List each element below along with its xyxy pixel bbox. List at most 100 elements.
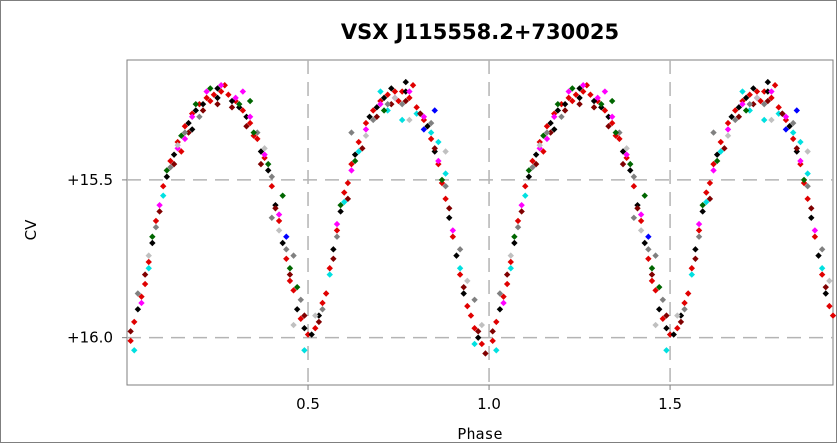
data-point	[348, 129, 355, 136]
data-point	[199, 100, 207, 108]
data-point	[366, 113, 373, 120]
data-point	[583, 82, 591, 89]
data-point	[818, 271, 826, 278]
data-point	[243, 113, 250, 120]
data-point	[384, 107, 391, 114]
data-point	[362, 119, 370, 127]
axes: 0.5 1.0 1.5 +15.5 +16.0	[67, 171, 682, 413]
data-point	[409, 82, 417, 89]
data-point	[478, 321, 486, 329]
data-point	[362, 132, 370, 139]
data-point	[554, 107, 562, 114]
data-point	[152, 224, 160, 231]
data-point	[438, 176, 446, 184]
data-point	[417, 110, 424, 117]
data-point	[178, 148, 185, 155]
data-point	[793, 107, 800, 114]
data-point	[427, 119, 435, 127]
data-point	[500, 293, 507, 300]
data-point	[460, 283, 467, 291]
data-point	[456, 265, 464, 272]
data-point	[138, 299, 145, 307]
data-point	[312, 312, 319, 319]
data-point	[565, 94, 572, 102]
data-point	[793, 145, 800, 152]
data-point	[478, 340, 486, 348]
data-point	[225, 91, 232, 98]
data-point	[637, 211, 645, 218]
data-point	[648, 265, 656, 272]
data-point	[308, 331, 315, 338]
data-point	[315, 312, 323, 319]
data-point	[232, 94, 239, 102]
data-point	[286, 265, 294, 272]
data-point	[406, 116, 413, 124]
data-point	[500, 299, 507, 307]
data-point	[797, 157, 804, 165]
data-point	[587, 91, 594, 98]
data-point	[141, 280, 149, 288]
data-point	[717, 138, 724, 146]
y-axis-label: CV	[22, 219, 40, 240]
data-point	[789, 135, 797, 143]
data-point	[413, 110, 420, 117]
data-point	[786, 123, 793, 130]
data-point	[167, 157, 174, 165]
data-point	[681, 306, 688, 313]
data-point	[543, 123, 551, 130]
data-point	[283, 246, 290, 253]
data-point	[692, 255, 699, 262]
data-point	[344, 195, 352, 203]
data-point	[677, 312, 685, 319]
data-point	[449, 227, 457, 234]
chart-title: VSX J115558.2+730025	[340, 20, 620, 44]
data-point	[330, 255, 337, 262]
data-point	[427, 129, 435, 136]
data-point	[348, 167, 355, 174]
data-point	[293, 306, 301, 313]
data-point	[131, 347, 138, 354]
data-point	[710, 160, 717, 168]
data-point	[713, 151, 721, 158]
data-point	[659, 296, 667, 304]
data-point	[333, 227, 341, 234]
data-point	[322, 290, 330, 297]
data-point	[569, 85, 576, 92]
data-point	[348, 160, 355, 168]
data-point	[257, 148, 265, 155]
data-point	[391, 94, 399, 102]
data-point	[782, 126, 790, 133]
data-point	[511, 239, 518, 247]
data-point	[127, 337, 134, 345]
data-point	[663, 325, 670, 332]
data-point	[290, 287, 297, 294]
data-point	[268, 183, 276, 190]
data-point	[826, 277, 833, 285]
data-point	[214, 100, 221, 108]
data-point	[804, 195, 811, 203]
data-point	[522, 183, 529, 190]
data-point	[431, 107, 438, 114]
data-point	[456, 271, 464, 278]
data-point	[254, 135, 261, 143]
y-tick-label: +15.5	[67, 171, 113, 189]
data-point	[608, 113, 616, 120]
data-point	[167, 164, 174, 171]
data-point	[188, 126, 196, 133]
data-point	[420, 113, 428, 120]
data-point	[362, 126, 370, 133]
data-point	[579, 88, 587, 95]
data-point	[337, 208, 344, 215]
data-point	[319, 299, 326, 307]
data-point	[645, 255, 652, 262]
data-point	[228, 104, 236, 111]
data-point	[496, 306, 504, 313]
data-point	[699, 201, 706, 209]
data-point	[648, 271, 656, 278]
data-point	[525, 167, 533, 174]
data-point	[384, 91, 391, 98]
data-point	[645, 246, 652, 253]
data-point	[576, 100, 583, 108]
data-point	[634, 205, 641, 212]
data-point	[174, 141, 181, 149]
